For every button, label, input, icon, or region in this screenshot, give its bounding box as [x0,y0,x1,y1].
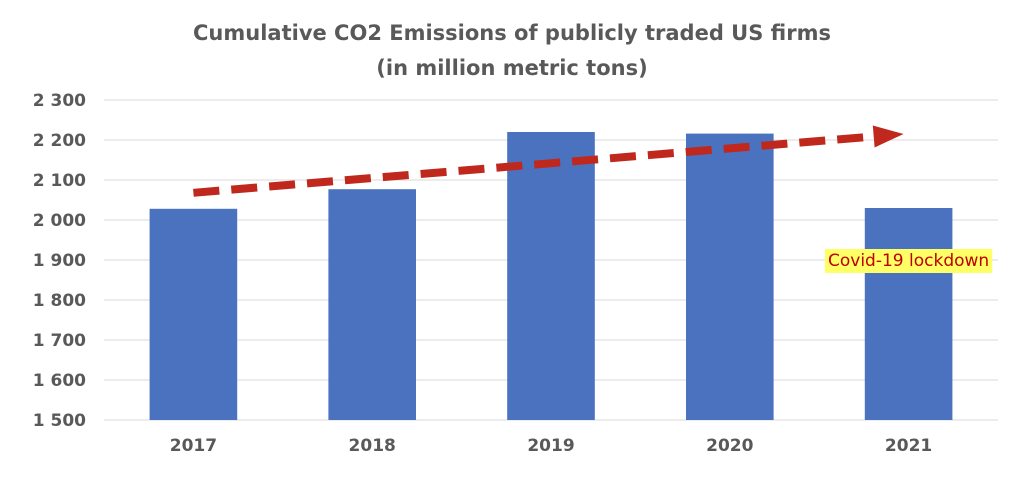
annotation-label: Covid-19 lockdown [828,251,989,271]
y-tick-label: 2 300 [33,91,86,111]
y-tick-label: 1 900 [33,251,86,271]
annotation-highlight [824,249,993,273]
y-tick-label: 2 200 [33,131,86,151]
y-tick-label: 1 700 [33,331,86,351]
chart-subtitle: (in million metric tons) [376,56,647,80]
x-tick-label: 2021 [885,436,932,456]
bar-2018 [328,189,417,420]
bars [149,132,953,420]
chart-title: Cumulative CO2 Emissions of publicly tra… [193,21,831,45]
bar-2017 [149,208,238,420]
trend-arrow-group [193,125,904,197]
y-axis-tick-labels: 1 500 1 600 1 700 1 800 1 900 2 000 2 100 2 200… [33,91,86,431]
x-tick-label: 2018 [349,436,396,456]
x-tick-label: 2019 [527,436,574,456]
y-tick-label: 2 100 [33,171,86,191]
bar-2019 [507,132,595,420]
y-tick-label: 1 600 [33,371,86,391]
x-tick-label: 2017 [170,436,217,456]
y-tick-label: 1 800 [33,291,86,311]
bar-2021 [864,208,953,420]
bar-2020 [685,133,774,420]
y-tick-label: 2 000 [33,211,86,231]
covid-annotation-group: Covid-19 lockdown [824,249,993,273]
y-tick-label: 1 500 [33,411,86,431]
trend-arrow-head [872,125,904,148]
x-tick-label: 2020 [706,436,753,456]
x-axis-tick-labels: 2017 2018 2019 2020 2021 [170,436,933,456]
